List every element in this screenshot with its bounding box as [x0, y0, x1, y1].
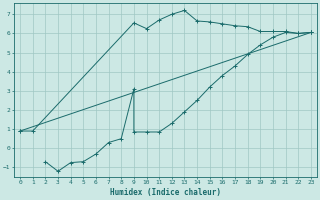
- X-axis label: Humidex (Indice chaleur): Humidex (Indice chaleur): [110, 188, 221, 197]
